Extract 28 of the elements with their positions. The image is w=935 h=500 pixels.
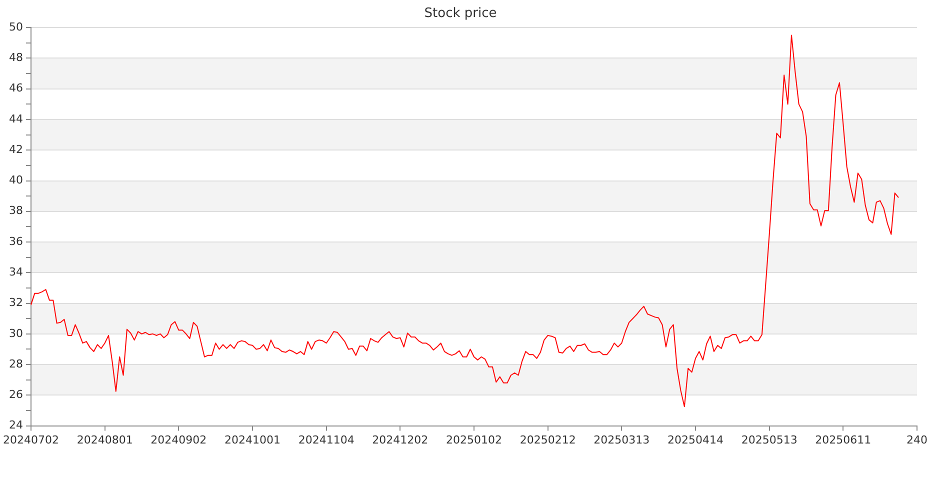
x-tick-label: 20240801 bbox=[76, 433, 133, 446]
x-tick-label: 20240702 bbox=[2, 433, 59, 446]
y-tick-label: 36 bbox=[8, 234, 23, 248]
y-tick-label: 42 bbox=[8, 142, 23, 156]
x-tick-label: 20241001 bbox=[224, 433, 280, 446]
y-tick-label: 40 bbox=[8, 174, 23, 187]
y-tick-label: 46 bbox=[8, 82, 23, 95]
x-tick-label: 20240902 bbox=[150, 433, 207, 446]
x-tick-label: 20250611 bbox=[815, 433, 872, 446]
y-tick-label: 38 bbox=[8, 204, 23, 218]
y-tick-label: 24 bbox=[8, 418, 23, 432]
y-tick-label: 48 bbox=[8, 51, 23, 64]
x-tick-label: 20250513 bbox=[741, 433, 798, 446]
x-tick-label: 20250313 bbox=[594, 433, 650, 446]
y-tick-label: 44 bbox=[8, 112, 23, 126]
x-tick-label: 20241202 bbox=[372, 433, 428, 446]
y-tick-label: 30 bbox=[8, 326, 23, 340]
chart-title: Stock price bbox=[424, 6, 497, 22]
x-tick-label: 20250414 bbox=[668, 433, 724, 446]
x-tick-label: 240 bbox=[906, 433, 928, 446]
y-tick-label: 26 bbox=[8, 388, 23, 402]
x-tick-label: 20250212 bbox=[520, 433, 576, 446]
x-tick-label: 20241104 bbox=[298, 433, 354, 446]
y-tick-label: 34 bbox=[8, 266, 23, 279]
y-tick-label: 28 bbox=[8, 357, 23, 370]
y-tick-label: 50 bbox=[8, 20, 23, 34]
x-tick-label: 20250102 bbox=[446, 433, 502, 446]
y-tick-label: 32 bbox=[8, 296, 23, 310]
